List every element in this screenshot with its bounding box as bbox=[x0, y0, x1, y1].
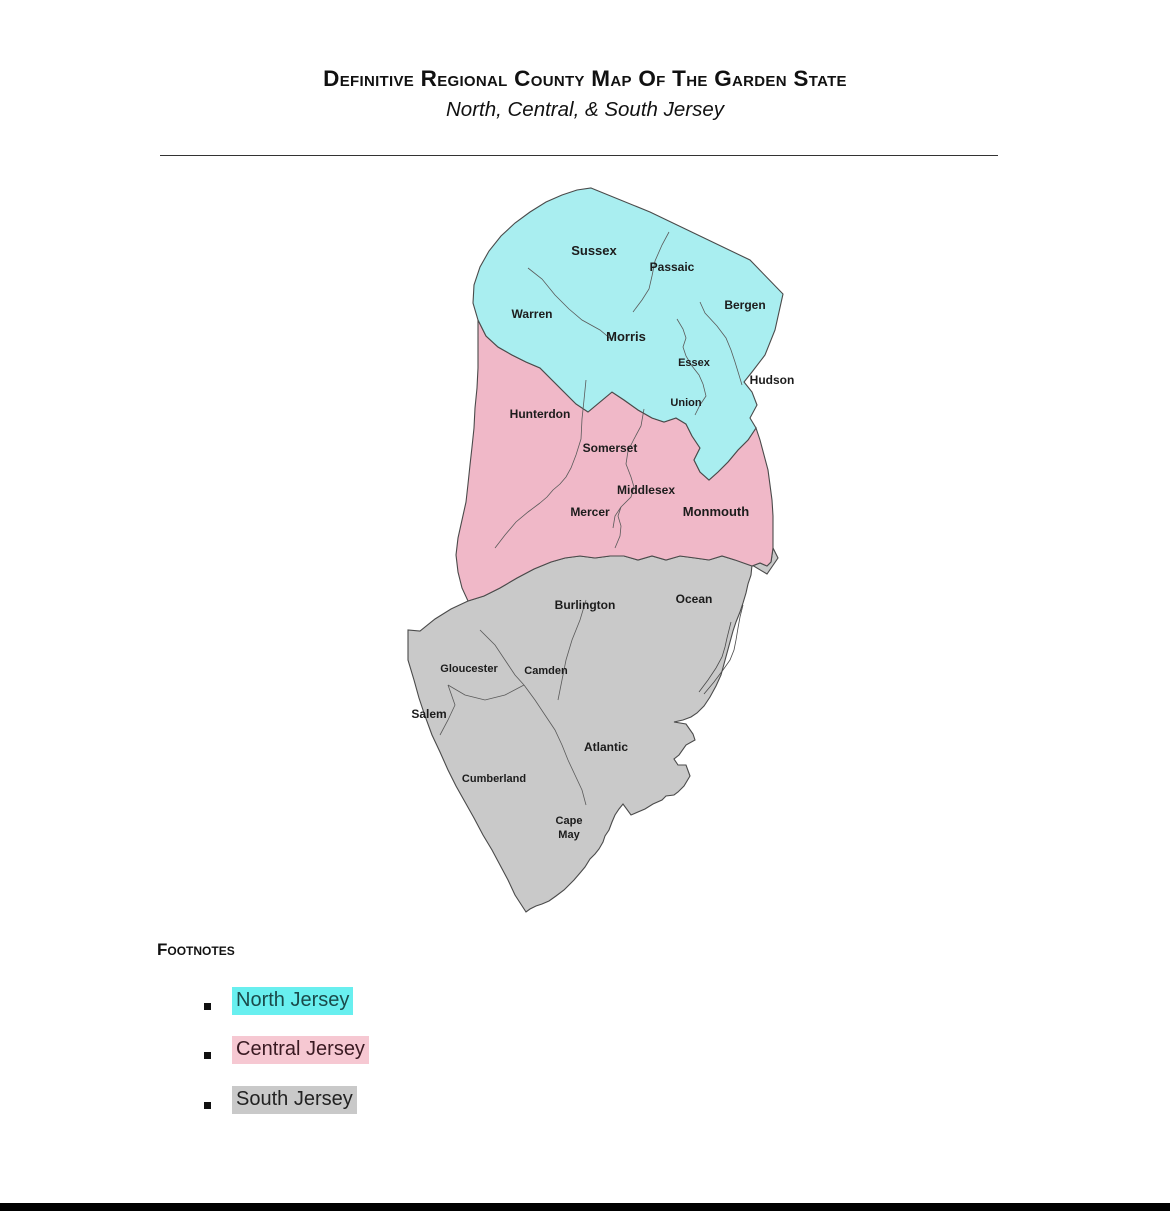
svg-text:Essex: Essex bbox=[678, 357, 711, 369]
svg-text:Atlantic: Atlantic bbox=[584, 740, 628, 754]
svg-text:Union: Union bbox=[670, 397, 701, 409]
svg-text:May: May bbox=[558, 829, 580, 841]
svg-text:Morris: Morris bbox=[606, 329, 646, 344]
svg-text:Gloucester: Gloucester bbox=[440, 663, 498, 675]
svg-text:Monmouth: Monmouth bbox=[683, 504, 749, 519]
svg-text:Cumberland: Cumberland bbox=[462, 773, 526, 785]
svg-text:Warren: Warren bbox=[512, 307, 553, 321]
svg-text:Hudson: Hudson bbox=[750, 373, 795, 387]
svg-text:Ocean: Ocean bbox=[676, 592, 713, 606]
svg-text:Bergen: Bergen bbox=[724, 298, 765, 312]
svg-text:Hunterdon: Hunterdon bbox=[510, 407, 571, 421]
svg-text:Burlington: Burlington bbox=[555, 598, 616, 612]
svg-text:Cape: Cape bbox=[556, 815, 583, 827]
svg-text:Somerset: Somerset bbox=[583, 441, 638, 455]
svg-text:Salem: Salem bbox=[411, 707, 446, 721]
svg-text:Camden: Camden bbox=[524, 665, 568, 677]
svg-text:Passaic: Passaic bbox=[650, 260, 695, 274]
svg-text:Middlesex: Middlesex bbox=[617, 483, 675, 497]
svg-text:Sussex: Sussex bbox=[571, 243, 617, 258]
svg-text:Mercer: Mercer bbox=[570, 505, 610, 519]
